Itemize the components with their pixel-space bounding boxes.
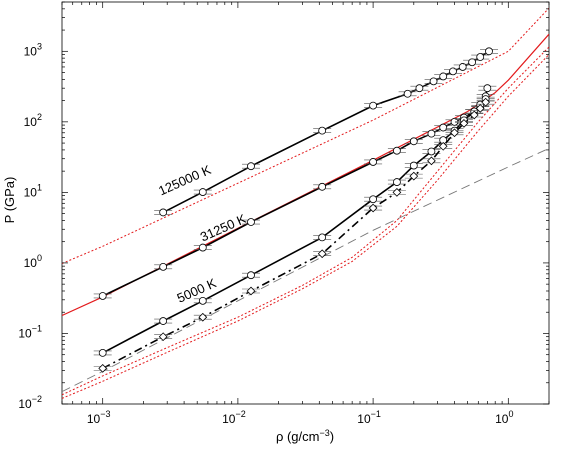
- data-point: [369, 195, 378, 204]
- data-point: [468, 58, 477, 67]
- y-tick-label: 103: [24, 41, 42, 58]
- data-point: [450, 117, 459, 126]
- y-tick-label: 102: [24, 112, 42, 129]
- data-point: [369, 101, 378, 110]
- data-point: [459, 119, 469, 128]
- data-point: [449, 67, 457, 76]
- data-point: [483, 84, 492, 93]
- data-point: [198, 312, 208, 322]
- data-point: [98, 364, 108, 373]
- series-layer: [62, 7, 549, 399]
- y-tick-label: 10−2: [18, 394, 42, 411]
- series-line-red-dotted: [62, 46, 549, 396]
- data-point: [469, 110, 479, 120]
- series-line-black-dashdot: [102, 101, 487, 370]
- series-line-gray-dashed: [62, 147, 549, 393]
- data-point: [439, 123, 448, 132]
- series-line-red-solid: [62, 33, 549, 317]
- data-point: [427, 147, 436, 156]
- data-point: [393, 178, 401, 186]
- y-tick-label: 100: [24, 253, 42, 270]
- data-point: [159, 208, 168, 217]
- y-tick-label: 10−1: [18, 323, 42, 340]
- data-point: [247, 162, 255, 171]
- x-axis-label: ρ (g/cm−3): [276, 428, 334, 444]
- data-point: [198, 296, 207, 305]
- x-tick-label: 10−1: [357, 409, 381, 426]
- data-point: [439, 72, 448, 81]
- data-point: [409, 171, 419, 181]
- data-point: [159, 317, 168, 325]
- data-point: [403, 89, 412, 98]
- data-point: [247, 218, 255, 226]
- data-point: [409, 161, 418, 170]
- data-point: [475, 104, 485, 113]
- data-point: [159, 262, 168, 271]
- data-point: [429, 77, 438, 86]
- data-point: [450, 128, 459, 138]
- data-point: [458, 63, 467, 71]
- data-point: [247, 271, 255, 280]
- data-point: [198, 188, 207, 196]
- data-point: [98, 292, 107, 300]
- data-point: [318, 233, 327, 242]
- data-point: [415, 84, 424, 93]
- data-point: [485, 47, 493, 56]
- data-point: [368, 203, 378, 213]
- data-point: [158, 332, 168, 342]
- data-point: [476, 53, 485, 61]
- x-tick-label: 100: [495, 409, 513, 426]
- data-point: [481, 97, 491, 107]
- x-tick-label: 10−2: [222, 409, 246, 426]
- data-point: [317, 249, 327, 259]
- series-line-red-dotted: [62, 54, 549, 399]
- data-point: [393, 146, 401, 155]
- axis-ticks: 10−3 10−2 10−1 100 10−2 10−1 100 101 102 103: [18, 1, 550, 426]
- data-point: [409, 137, 418, 146]
- series-line-black-solid: [102, 98, 487, 354]
- series-line-red-dotted: [62, 7, 549, 264]
- data-point: [318, 126, 327, 135]
- x-tick-label: 10−3: [87, 409, 111, 426]
- data-point: [369, 158, 378, 166]
- y-axis-label: P (GPa): [2, 177, 17, 224]
- temperature-label: 5000 K: [175, 275, 219, 306]
- temperature-label: 31250 K: [198, 211, 249, 245]
- data-point: [318, 182, 327, 191]
- data-point: [392, 188, 402, 197]
- data-point: [246, 286, 256, 296]
- data-point: [98, 349, 107, 357]
- data-point: [198, 243, 207, 252]
- data-point: [427, 156, 436, 166]
- data-point: [438, 141, 448, 151]
- data-point: [427, 129, 436, 138]
- y-tick-label: 101: [24, 182, 42, 199]
